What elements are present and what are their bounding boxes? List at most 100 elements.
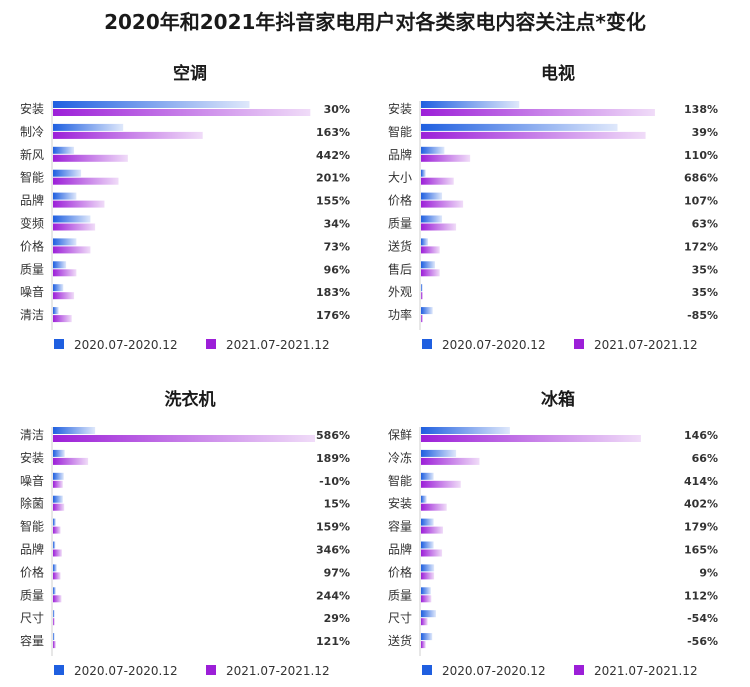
bar-2021	[53, 480, 63, 488]
legend-swatch-2020	[54, 665, 64, 675]
category-label: 噪音	[20, 473, 44, 488]
change-label: -10%	[319, 475, 350, 488]
bar-2020	[53, 472, 64, 480]
legend-swatch-2021	[206, 665, 216, 675]
change-label: 34%	[324, 218, 350, 231]
change-label: 414%	[684, 475, 718, 488]
change-label: 172%	[684, 240, 718, 253]
bar-2020	[421, 472, 434, 480]
bar-2020	[421, 284, 423, 292]
legend-label-2020: 2020.07-2020.12	[442, 338, 546, 352]
bar-2020	[53, 261, 67, 269]
bar-2021	[53, 526, 61, 534]
change-label: -56%	[687, 635, 718, 648]
bar-2020	[421, 238, 429, 246]
bar-2020	[421, 449, 457, 457]
bar-2020	[421, 518, 434, 526]
category-label: 智能	[388, 124, 412, 139]
panel-title: 洗衣机	[165, 389, 216, 410]
bar-2021	[53, 200, 105, 208]
bar-2020	[421, 610, 436, 618]
change-label: 146%	[684, 429, 718, 442]
bar-2020	[421, 215, 443, 223]
bar-2021	[53, 549, 62, 557]
bar-2021	[53, 154, 128, 162]
bar-2021	[53, 503, 65, 511]
category-label: 噪音	[20, 284, 44, 299]
bar-2020	[53, 192, 77, 200]
legend-label-2020: 2020.07-2020.12	[442, 664, 546, 678]
change-label: 176%	[316, 309, 350, 322]
change-label: 189%	[316, 452, 350, 465]
legend-swatch-2021	[206, 339, 216, 349]
change-label: 29%	[324, 612, 350, 625]
bar-2021	[53, 572, 61, 580]
category-label: 价格	[20, 238, 44, 253]
change-label: -54%	[687, 612, 718, 625]
change-label: 35%	[692, 263, 718, 276]
change-label: 97%	[324, 566, 350, 579]
change-label: 63%	[692, 218, 718, 231]
change-label: 66%	[692, 452, 718, 465]
bar-2020	[421, 495, 427, 503]
bar-2021	[53, 177, 119, 185]
category-label: 新风	[20, 147, 44, 162]
legend-swatch-2020	[54, 339, 64, 349]
category-label: 冷冻	[388, 450, 412, 465]
change-label: 155%	[316, 195, 350, 208]
category-label: 功率	[388, 307, 412, 322]
category-label: 价格	[388, 564, 412, 579]
bar-2021	[421, 131, 646, 139]
category-label: 安装	[20, 450, 44, 465]
legend-swatch-2020	[422, 339, 432, 349]
bar-2020	[53, 284, 64, 292]
category-label: 送货	[388, 238, 412, 253]
category-label: 质量	[20, 588, 44, 602]
legend-label-2021: 2021.07-2021.12	[594, 338, 698, 352]
page-title: 2020年和2021年抖音家电用户对各类家电内容关注点*变化	[104, 10, 646, 34]
legend-label-2021: 2021.07-2021.12	[594, 664, 698, 678]
bar-2020	[421, 587, 431, 595]
panel-title: 空调	[173, 63, 207, 84]
change-label: 35%	[692, 286, 718, 299]
change-label: 138%	[684, 103, 718, 116]
change-label: 112%	[684, 589, 718, 602]
bar-2020	[53, 427, 96, 434]
bar-2021	[421, 292, 423, 300]
legend-swatch-2021	[574, 339, 584, 349]
bar-2020	[53, 449, 65, 457]
change-label: 346%	[316, 544, 350, 557]
bar-2021	[421, 269, 440, 277]
category-label: 品牌	[388, 148, 412, 162]
change-label: 244%	[316, 589, 350, 602]
bar-2020	[53, 610, 55, 618]
category-label: 送货	[388, 633, 412, 648]
bar-2020	[53, 518, 56, 526]
category-label: 保鲜	[388, 428, 412, 442]
bar-2020	[421, 192, 443, 200]
bar-2020	[53, 541, 56, 549]
legend-swatch-2020	[422, 665, 432, 675]
bar-2021	[53, 457, 89, 465]
bar-2020	[53, 307, 59, 315]
bar-2021	[53, 131, 203, 139]
bar-2021	[53, 109, 311, 116]
bar-2021	[53, 595, 62, 603]
change-label: 586%	[316, 429, 350, 442]
category-label: 品牌	[20, 543, 44, 557]
panel-title: 冰箱	[541, 389, 575, 410]
bar-2021	[421, 315, 423, 323]
change-label: 402%	[684, 498, 718, 511]
category-label: 安装	[388, 101, 412, 116]
category-label: 售后	[388, 261, 412, 276]
change-label: 107%	[684, 195, 718, 208]
change-label: 39%	[692, 126, 718, 139]
change-label: 73%	[324, 240, 350, 253]
bar-2020	[421, 261, 436, 269]
category-label: 清洁	[20, 428, 44, 442]
bar-2021	[421, 223, 457, 231]
bar-2021	[421, 200, 464, 208]
